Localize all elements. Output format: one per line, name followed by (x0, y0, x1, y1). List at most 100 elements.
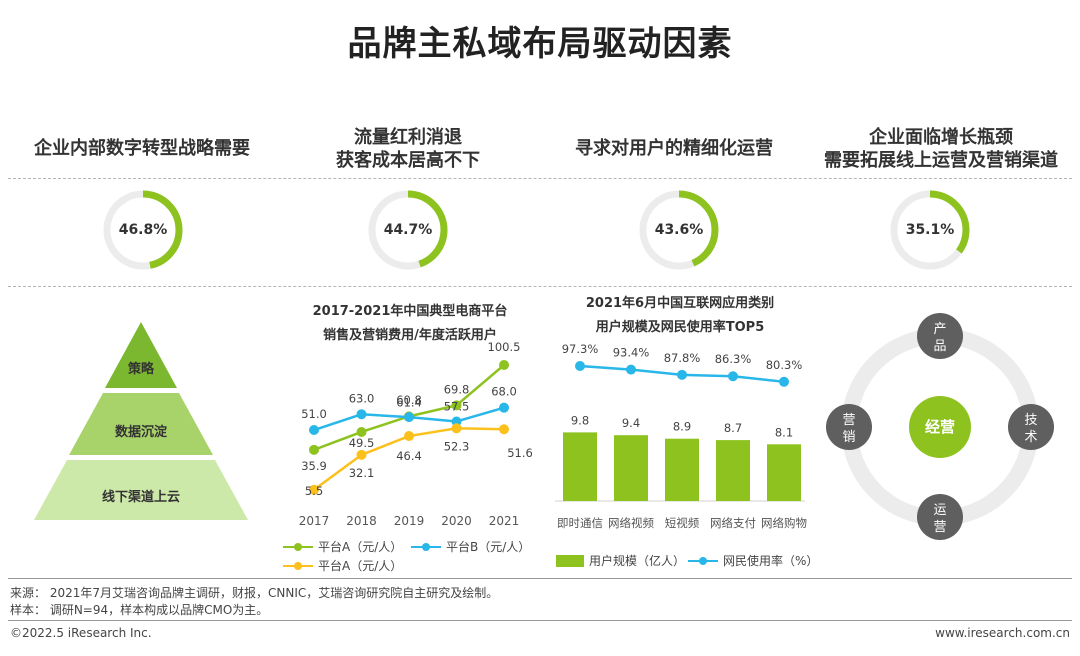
x-category-label: 网络购物 (761, 516, 807, 530)
data-point-green (356, 426, 367, 437)
divider-middle (8, 286, 1072, 287)
data-point-yellow (404, 431, 414, 442)
legend-item-usage-rate: 网民使用率（%） (688, 552, 818, 569)
x-tick-label: 2020 (441, 514, 472, 528)
bar (614, 435, 648, 501)
footer-source: 来源： 2021年7月艾瑞咨询品牌主调研，财报，CNNIC，艾瑞咨询研究院自主研… (10, 586, 499, 600)
page-title: 品牌主私域布局驱动因素 (347, 24, 733, 64)
pyramid-level-bottom (34, 460, 248, 520)
usage-rate-point (677, 369, 687, 380)
x-tick-label: 2021 (489, 514, 520, 528)
footer-rule-top (8, 578, 1072, 579)
node-circle-bottom (917, 494, 963, 540)
legend-item-platform-a-yellow: 平台A（元/人） (283, 557, 402, 574)
driver-label-3: 寻求对用户的精细化运营 (575, 138, 773, 159)
usage-rate-label: 86.3% (715, 352, 752, 366)
legend-item-user-scale: 用户规模（亿人） (556, 552, 685, 569)
data-label-green: 35.9 (301, 459, 327, 473)
line-chart-title: 2017-2021年中国典型电商平台 销售及营销费用/年度活跃用户 (312, 304, 508, 343)
data-point-yellow (356, 449, 367, 460)
donut-chart-2 (368, 190, 448, 270)
center-circle (909, 396, 971, 458)
usage-rate-label: 80.3% (766, 358, 803, 372)
legend-swatch-bar (556, 554, 584, 567)
legend-swatch-line (688, 556, 718, 565)
node-label-top-1: 产 (933, 322, 946, 337)
bar (665, 438, 699, 501)
center-label: 经营 (925, 418, 955, 436)
pyramid-label-strategy: 策略 (127, 362, 154, 377)
data-label-blue: 57.5 (444, 399, 470, 413)
bar-chart: 9.8 即时通信 9.4 网络视频 8.9 短视频 8.7 网络支付 8.1 网络购物 97.3% 9… (555, 342, 807, 530)
node-label-left-1: 营 (842, 413, 855, 428)
bar-chart-title: 2021年6月中国互联网应用类别 用户规模及网民使用率TOP5 (585, 296, 775, 335)
node-label-right-1: 技 (1024, 413, 1037, 428)
donut-value-3: 43.6% (654, 222, 704, 238)
pyramid-diagram (34, 322, 248, 520)
node-circle-left (826, 404, 872, 450)
node-label-left-2: 销 (842, 430, 855, 445)
x-category-label: 短视频 (665, 516, 700, 530)
donut-value-4: 35.1% (905, 222, 955, 238)
x-category-label: 网络支付 (710, 516, 756, 530)
bar (563, 432, 597, 501)
data-label-blue: 60.8 (396, 393, 422, 407)
donut-chart-3 (639, 190, 719, 270)
node-label-bottom-2: 营 (933, 520, 946, 535)
operations-diagram: 经营 产 品 技 术 运 营 营 销 (826, 313, 1054, 540)
data-point-yellow (451, 423, 462, 434)
bar (767, 444, 801, 501)
data-label-blue: 63.0 (349, 391, 375, 405)
data-point-green (451, 400, 462, 411)
data-point-blue (356, 409, 367, 420)
line-chart: 35.9 49.5 61.4 69.8 100.5 51.0 63.0 60.8 57.5 68.… (299, 340, 533, 528)
bar-value-label: 9.4 (622, 416, 640, 430)
bar-value-label: 8.7 (724, 421, 742, 435)
x-tick-label: 2018 (346, 514, 377, 528)
usage-rate-label: 93.4% (613, 346, 650, 360)
bar-value-label: 9.8 (571, 413, 589, 427)
bar-value-label: 8.1 (775, 425, 793, 439)
data-label-green: 100.5 (488, 340, 521, 354)
data-point-green (499, 360, 509, 370)
footer-copyright: ©2022.5 iResearch Inc. (10, 626, 152, 640)
pyramid-label-data: 数据沉淀 (114, 425, 167, 440)
donut-chart-4 (890, 190, 970, 270)
node-label-right-2: 术 (1024, 430, 1037, 445)
donut-arc (890, 190, 970, 270)
legend-swatch-green (283, 542, 313, 551)
x-tick-label: 2019 (394, 514, 425, 528)
x-category-label: 即时通信 (557, 516, 603, 530)
usage-rate-point (728, 371, 738, 382)
data-label-green: 49.5 (349, 436, 375, 450)
usage-rate-point (626, 364, 636, 375)
legend-swatch-blue (411, 542, 441, 551)
data-label-yellow: 46.4 (396, 449, 422, 463)
usage-rate-point (779, 376, 789, 387)
divider-top (8, 178, 1072, 179)
data-point-yellow (499, 424, 509, 435)
x-tick-label: 2017 (299, 514, 330, 528)
driver-label-4: 企业面临增长瓶颈 需要拓展线上运营及营销渠道 (824, 127, 1058, 171)
usage-rate-label: 87.8% (664, 351, 701, 365)
node-circle-right (1008, 404, 1054, 450)
data-label-green: 69.8 (444, 382, 470, 396)
legend-swatch-yellow (283, 561, 313, 570)
footer-sample: 样本： 调研N=94，样本构成以品牌CMO为主。 (10, 603, 269, 617)
donut-value-2: 44.7% (383, 222, 433, 238)
donut-value-1: 46.8% (118, 222, 168, 238)
bar (716, 440, 750, 501)
legend-item-platform-a-green: 平台A（元/人） (283, 538, 402, 555)
pyramid-level-middle (69, 393, 213, 455)
data-label-blue: 68.0 (491, 385, 517, 399)
pyramid-label-offline: 线下渠道上云 (101, 490, 180, 505)
driver-label-2: 流量红利消退 获客成本居高不下 (336, 127, 480, 171)
bar-value-label: 8.9 (673, 420, 691, 434)
donut-arc (639, 190, 719, 270)
x-category-label: 网络视频 (608, 516, 654, 530)
data-point-blue (404, 412, 414, 423)
data-point-blue (499, 402, 509, 413)
usage-rate-label: 97.3% (562, 342, 599, 356)
usage-rate-point (575, 361, 585, 371)
data-label-yellow: 51.6 (507, 446, 533, 460)
